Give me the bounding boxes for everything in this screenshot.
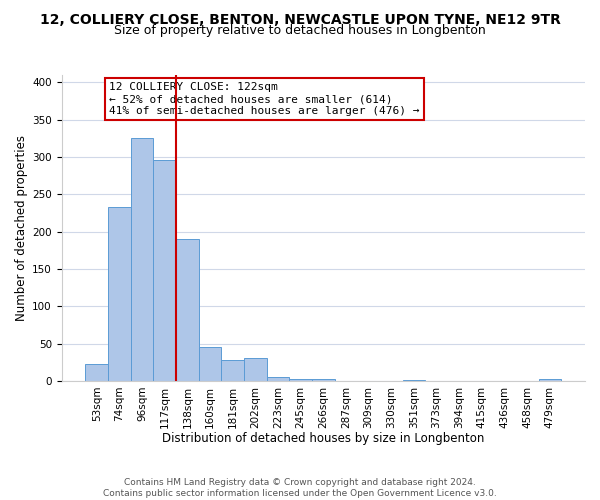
Bar: [403, 380, 425, 381]
Bar: [176, 239, 199, 381]
Bar: [312, 380, 335, 381]
Bar: [199, 348, 221, 381]
Bar: [266, 377, 289, 381]
Bar: [539, 380, 561, 381]
Y-axis label: Number of detached properties: Number of detached properties: [15, 135, 28, 321]
Bar: [221, 360, 244, 381]
Bar: [131, 138, 154, 381]
Text: 12, COLLIERY CLOSE, BENTON, NEWCASTLE UPON TYNE, NE12 9TR: 12, COLLIERY CLOSE, BENTON, NEWCASTLE UP…: [40, 12, 560, 26]
X-axis label: Distribution of detached houses by size in Longbenton: Distribution of detached houses by size …: [162, 432, 485, 445]
Text: Size of property relative to detached houses in Longbenton: Size of property relative to detached ho…: [114, 24, 486, 37]
Text: Contains HM Land Registry data © Crown copyright and database right 2024.
Contai: Contains HM Land Registry data © Crown c…: [103, 478, 497, 498]
Bar: [154, 160, 176, 381]
Bar: [108, 207, 131, 381]
Bar: [289, 380, 312, 381]
Bar: [244, 358, 266, 381]
Text: 12 COLLIERY CLOSE: 122sqm
← 52% of detached houses are smaller (614)
41% of semi: 12 COLLIERY CLOSE: 122sqm ← 52% of detac…: [109, 82, 420, 116]
Bar: [85, 364, 108, 381]
